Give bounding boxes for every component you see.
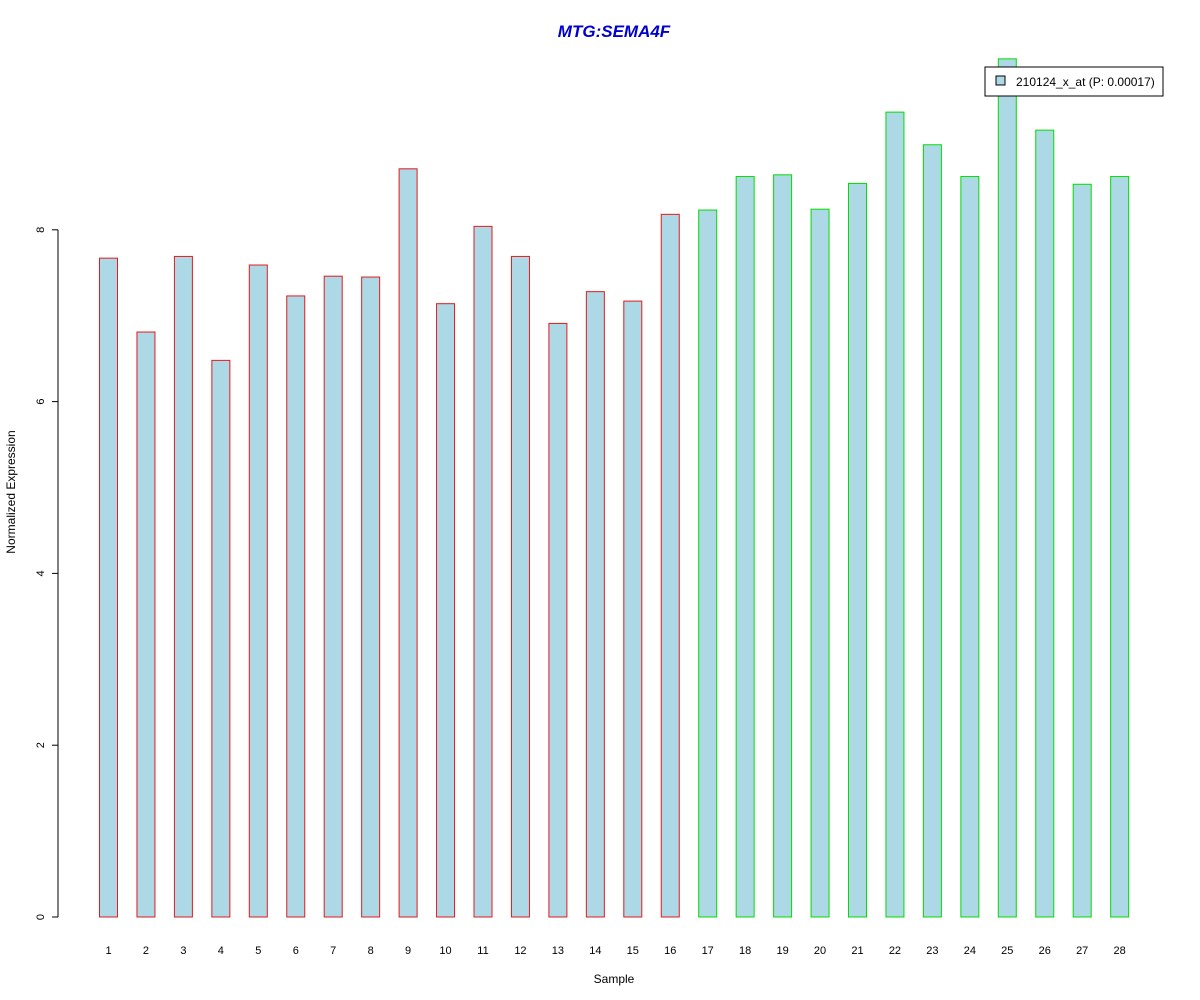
bar [1035,129,1055,918]
x-tick-labels: 1 2 3 4 5 6 7 8 9 10 11 12 13 14 15 16 17 18 19 20 21 22 23 24 2… [105,945,1125,957]
x-tick-label: 20 [814,945,826,957]
bar [361,276,381,918]
bars [99,58,1130,918]
bar [323,275,343,918]
bar [473,225,493,918]
bar [248,264,268,918]
bar [735,176,755,918]
x-tick-label: 13 [552,945,564,957]
x-tick-label: 11 [477,945,488,957]
x-tick-label: 1 [105,945,111,957]
bar [436,303,456,918]
bar [173,255,193,918]
bar [548,322,568,918]
x-tick-label: 12 [514,945,526,957]
bar [660,213,680,918]
x-tick-label: 14 [589,945,601,957]
x-tick-label: 28 [1114,945,1126,957]
x-tick-label: 8 [368,945,374,957]
x-tick-label: 18 [739,945,751,957]
y-axis-label: Normalized Expression [4,430,18,553]
y-tick-label: 8 [35,227,47,233]
bar [773,174,793,918]
x-tick-label: 15 [627,945,639,957]
x-tick-label: 25 [1001,945,1013,957]
x-tick-label: 24 [964,945,976,957]
x-axis-label: Sample [594,972,635,986]
bar [848,182,867,918]
bar [1110,176,1130,918]
x-tick-label: 27 [1076,945,1088,957]
y-tick-label: 6 [35,399,47,405]
bar [136,331,156,918]
bar [510,255,530,918]
bar [885,111,905,918]
legend: 210124_x_at (P: 0.00017) [984,66,1164,97]
bar [585,291,605,918]
chart-title: MTG:SEMA4F [558,22,671,41]
y-tick-label: 2 [35,742,47,748]
legend-label: 210124_x_at (P: 0.00017) [1016,75,1155,89]
x-tick-label: 6 [293,945,299,957]
x-tick-label: 2 [143,945,149,957]
x-tick-label: 10 [439,945,451,957]
y-tick-label: 4 [35,570,47,576]
x-tick-label: 5 [255,945,261,957]
bar [211,359,231,918]
legend-box [984,66,1164,97]
bar [286,295,306,918]
x-tick-label: 3 [180,945,186,957]
bar [997,58,1017,918]
bar [398,168,418,918]
legend-swatch [995,75,1006,86]
y-tick-label: 0 [35,914,47,920]
bar [1072,183,1092,918]
x-tick-label: 17 [702,945,714,957]
bar [698,209,718,918]
bar [623,300,643,918]
y-axis: 0 2 4 6 8 [35,227,59,920]
bar [810,208,830,918]
x-tick-label: 9 [405,945,411,957]
x-tick-label: 22 [889,945,901,957]
bar [922,144,942,918]
x-tick-label: 4 [218,945,224,957]
x-tick-label: 19 [776,945,788,957]
x-tick-label: 26 [1039,945,1051,957]
bar [99,257,118,918]
x-tick-label: 16 [664,945,676,957]
x-tick-label: 23 [926,945,938,957]
x-tick-label: 7 [330,945,336,957]
bar [960,176,980,918]
x-tick-label: 21 [851,945,863,957]
